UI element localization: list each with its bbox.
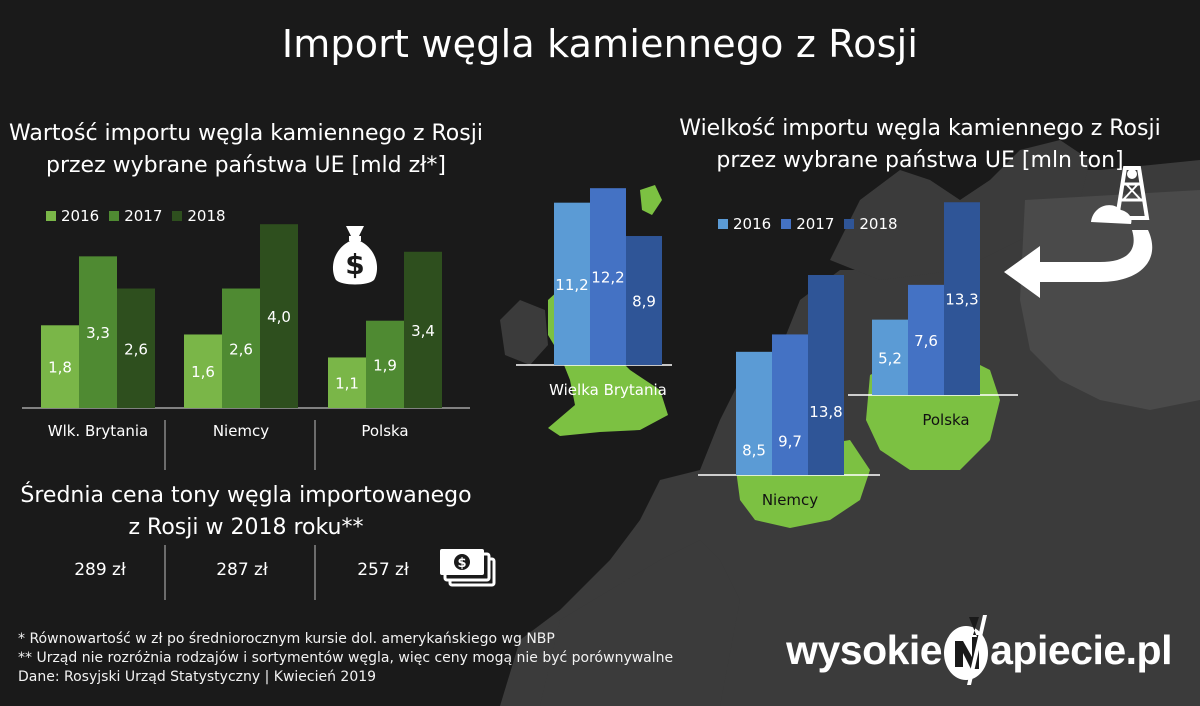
category-label: Niemcy: [213, 422, 269, 440]
value-data-label: 2,6: [124, 340, 148, 358]
legend-item-2018: 2018: [844, 215, 898, 233]
volume-bar: [808, 275, 844, 475]
value-data-label: 1,8: [48, 359, 72, 377]
right-chart-title-line1: Wielkość importu węgla kamiennego z Rosj…: [679, 116, 1161, 141]
right-legend: 2016 2017 2018: [718, 215, 898, 233]
price-uk: 289 zł: [74, 560, 126, 580]
category-label: Wlk. Brytania: [48, 422, 149, 440]
legend-swatch: [781, 219, 792, 229]
volume-bar: [772, 334, 808, 475]
coal-mine-icon: [1091, 166, 1150, 224]
footnote-1: * Równowartość w zł po średniorocznym ku…: [18, 631, 555, 647]
volume-bar: [590, 188, 626, 365]
value-bar: [79, 256, 117, 408]
value-bar: [260, 224, 298, 408]
footnote-2: ** Urząd nie rozróżnia rodzajów i sortym…: [18, 650, 674, 666]
volume-bar: [944, 202, 980, 395]
value-bar: [328, 357, 366, 408]
page-title: Import węgla kamiennego z Rosji: [281, 22, 919, 66]
volume-data-label: 5,2: [878, 349, 902, 367]
volume-data-label: 9,7: [778, 433, 802, 451]
volume-bar: [736, 351, 772, 475]
volume-data-label: 13,3: [945, 291, 978, 309]
legend-item-2017: 2017: [109, 207, 162, 225]
left-chart-title-line1: Wartość importu węgla kamiennego z Rosji: [9, 121, 483, 146]
price-heading-line2: z Rosji w 2018 roku**: [128, 515, 364, 540]
price-germany: 287 zł: [216, 560, 268, 580]
footnotes: * Równowartość w zł po średniorocznym ku…: [18, 630, 738, 687]
value-bar: [366, 320, 404, 408]
value-data-label: 1,1: [335, 375, 359, 393]
legend-swatch: [172, 211, 183, 221]
legend-label: 2016: [733, 215, 772, 233]
legend-swatch: [718, 219, 728, 229]
legend-label: 2018: [187, 207, 226, 225]
left-chart-title-line2: przez wybrane państwa UE [mld zł*]: [45, 153, 447, 178]
value-data-label: 2,6: [229, 340, 253, 358]
value-data-label: 1,6: [191, 363, 215, 381]
arrow-icon: [1004, 230, 1153, 298]
category-label: Polska: [361, 422, 408, 440]
legend-swatch: [109, 211, 120, 221]
volume-data-label: 7,6: [914, 332, 938, 350]
left-legend: 2016 2017 2018: [46, 207, 226, 225]
scotland-tip-icon: [640, 185, 662, 215]
country-label: Wielka Brytania: [549, 381, 667, 399]
right-chart-title-line2: przez wybrane państwa UE [mln ton]: [716, 148, 1124, 173]
value-data-label: 3,4: [411, 322, 435, 340]
ireland-landmass-icon: [500, 300, 548, 365]
value-bar: [404, 251, 442, 408]
banknotes-icon: $: [440, 549, 496, 587]
price-heading: Średnia cena tony węgla importowanego z …: [0, 480, 492, 544]
right-chart-title: Wielkość importu węgla kamiennego z Rosj…: [660, 113, 1180, 177]
money-bag-icon: $: [332, 226, 378, 285]
value-bar: [117, 288, 155, 408]
volume-data-label: 13,8: [809, 403, 842, 421]
price-heading-line1: Średnia cena tony węgla importowanego: [20, 483, 472, 508]
lightning-n-icon: [944, 615, 989, 685]
volume-data-label: 12,2: [591, 269, 624, 287]
legend-item-2018: 2018: [172, 207, 226, 225]
legend-item-2017: 2017: [781, 215, 834, 233]
volume-bar: [626, 236, 662, 365]
footnote-source: Dane: Rosyjski Urząd Statystyczny | Kwie…: [18, 669, 377, 685]
volume-bar: [908, 284, 944, 395]
value-data-label: 1,9: [373, 356, 397, 374]
volume-data-label: 8,5: [742, 441, 766, 459]
left-chart-title: Wartość importu węgla kamiennego z Rosji…: [0, 118, 492, 182]
legend-label: 2016: [61, 207, 100, 225]
france-landmass-icon: [540, 540, 740, 706]
value-bar: [222, 288, 260, 408]
price-poland: 257 zł: [357, 560, 409, 580]
legend-label: 2018: [859, 215, 898, 233]
legend-item-2016: 2016: [46, 207, 99, 225]
value-bar: [184, 334, 222, 408]
legend-label: 2017: [796, 215, 835, 233]
logo: wysokie apiecie.pl: [786, 615, 1172, 685]
volume-data-label: 8,9: [632, 293, 656, 311]
legend-swatch: [46, 211, 56, 221]
country-label: Polska: [922, 411, 969, 429]
svg-text:$: $: [345, 248, 364, 281]
country-label: Niemcy: [762, 491, 818, 509]
legend-swatch: [844, 219, 855, 229]
legend-item-2016: 2016: [718, 215, 771, 233]
svg-text:$: $: [457, 556, 466, 571]
legend-label: 2017: [124, 207, 163, 225]
russia-region-icon: [1020, 190, 1200, 410]
value-data-label: 4,0: [267, 308, 291, 326]
value-bar: [41, 325, 79, 408]
volume-data-label: 11,2: [555, 276, 588, 294]
value-data-label: 3,3: [86, 324, 110, 342]
logo-text-left: wysokie: [786, 626, 943, 673]
logo-text-right: apiecie.pl: [990, 626, 1172, 673]
volume-bar: [554, 202, 590, 365]
volume-bar: [872, 319, 908, 395]
